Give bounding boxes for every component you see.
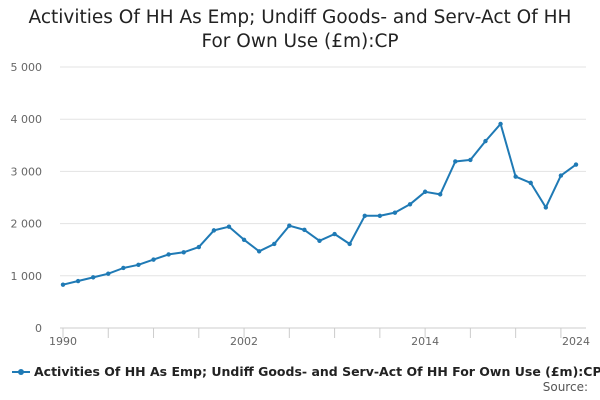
data-point: [196, 244, 201, 250]
series-line: [62, 122, 577, 286]
y-tick-label: 3 000: [11, 165, 43, 178]
data-point: [302, 227, 307, 233]
data-point: [468, 157, 473, 163]
data-point: [106, 271, 111, 276]
data-point: [362, 213, 367, 218]
data-point: [272, 241, 277, 247]
data-point: [498, 121, 503, 127]
chart-title-line-2: For Own Use (£m):CP: [201, 31, 399, 52]
data-point: [453, 159, 458, 164]
data-point: [181, 250, 186, 255]
data-point: [211, 228, 217, 233]
legend-swatch-icon: [12, 367, 30, 377]
data-point: [573, 162, 579, 167]
chart-title: Activities Of HH As Emp; Undiff Goods- a…: [0, 6, 600, 54]
grid-lines: [60, 66, 586, 277]
data-point: [166, 252, 171, 257]
data-point: [287, 223, 292, 228]
data-point: [347, 241, 352, 247]
data-point: [377, 213, 383, 218]
data-point: [75, 278, 81, 284]
data-point: [422, 189, 428, 194]
y-tick-label: 2 000: [11, 218, 43, 231]
x-axis-labels: 1990 2002 2014 2024: [49, 335, 590, 348]
y-tick-label: 1 000: [11, 270, 43, 283]
data-point: [513, 174, 518, 179]
data-point: [392, 210, 398, 215]
legend[interactable]: Activities Of HH As Emp; Undiff Goods- a…: [12, 364, 600, 379]
series: [60, 121, 579, 287]
data-point: [528, 180, 533, 186]
data-point: [543, 205, 549, 210]
data-point: [558, 173, 564, 178]
x-tick-label: 1990: [49, 335, 77, 348]
data-point: [136, 262, 141, 268]
x-tick-label: 2024: [562, 335, 590, 348]
data-point: [226, 224, 232, 229]
data-point: [317, 238, 322, 244]
data-point: [407, 202, 413, 207]
data-point: [332, 231, 337, 237]
y-tick-label: 0: [35, 322, 42, 335]
legend-label: Activities Of HH As Emp; Undiff Goods- a…: [34, 364, 600, 379]
data-point: [90, 275, 96, 280]
data-point: [438, 192, 443, 197]
data-point: [121, 265, 126, 271]
y-axis-labels: 0 1 000 2 000 3 000 4 000 5 000: [11, 61, 43, 335]
y-tick-label: 4 000: [11, 113, 43, 126]
data-point: [483, 138, 488, 144]
x-tick-label: 2014: [411, 335, 439, 348]
chart-title-line-1: Activities Of HH As Emp; Undiff Goods- a…: [28, 7, 572, 28]
data-point: [151, 257, 156, 262]
x-tick-label: 2002: [230, 335, 258, 348]
data-point: [60, 282, 66, 287]
data-point: [241, 237, 247, 242]
x-axis: [60, 327, 586, 338]
y-tick-label: 5 000: [11, 61, 43, 74]
source-label: Source:: [542, 380, 588, 394]
data-point: [256, 249, 262, 254]
